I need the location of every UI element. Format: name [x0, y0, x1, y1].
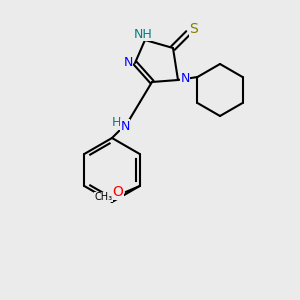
Text: N: N: [123, 56, 133, 70]
Text: O: O: [112, 185, 123, 199]
Text: H: H: [111, 116, 121, 130]
Text: CH₃: CH₃: [95, 192, 113, 202]
Text: N: N: [180, 71, 190, 85]
Text: NH: NH: [134, 28, 152, 40]
Text: N: N: [120, 119, 130, 133]
Text: S: S: [190, 22, 198, 36]
